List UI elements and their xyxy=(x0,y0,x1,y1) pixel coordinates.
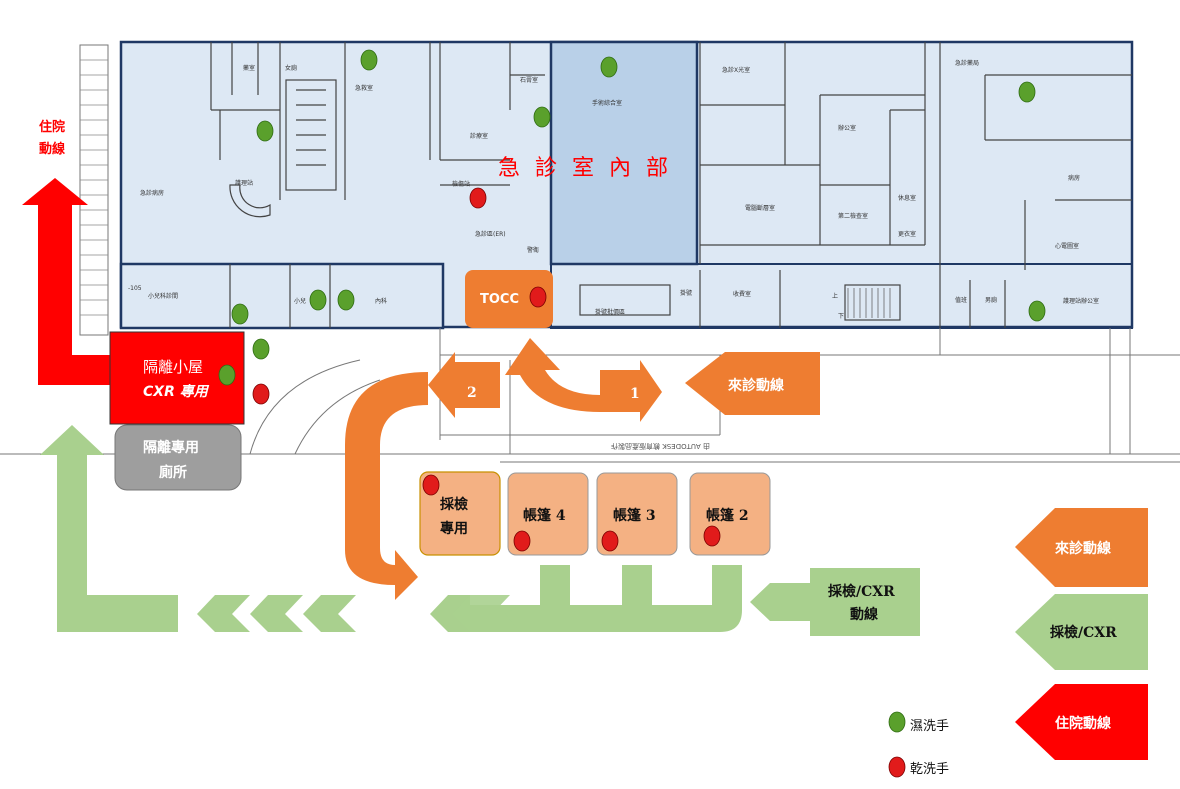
legend-admission-arrow xyxy=(1015,684,1148,760)
er-interior-title: 急 診 室 內 部 xyxy=(498,156,672,181)
room-label: 急診X光室 xyxy=(722,66,750,74)
room-label: 病房 xyxy=(1068,174,1080,182)
isolation-toilet-label: 廁所 xyxy=(159,464,187,481)
room-label: 男廁 xyxy=(985,296,997,304)
sampling-return-arrow xyxy=(40,425,742,632)
isolation-toilet: 隔離專用 廁所 xyxy=(114,424,242,491)
room-label: 石膏室 xyxy=(520,76,538,84)
room-label: 檢傷站 xyxy=(452,180,470,188)
room-label: 掛號批價區 xyxy=(595,308,625,316)
room-label: 值班 xyxy=(955,296,967,304)
visit-flow-arrows: 來診動線 1 TOCC 2 xyxy=(345,270,820,600)
room-label: 辦公室 xyxy=(838,124,856,132)
left-wall-strip xyxy=(79,44,109,336)
room-label: 護理站 xyxy=(235,179,253,187)
road-lines xyxy=(0,328,1180,463)
autodesk-watermark: 由 AUTODESK 教育版產品製作 xyxy=(611,442,710,451)
room-label: 掛號 xyxy=(680,289,692,297)
admission-flow-arrow xyxy=(22,178,112,385)
room-label: 急診藥局 xyxy=(955,59,979,67)
sampling-flow-label: 動線 xyxy=(850,606,878,623)
visit-flow-label: 來診動線 xyxy=(728,377,784,394)
sampling-booth: 採檢 專用 xyxy=(419,471,501,556)
room-label: 上 xyxy=(832,292,838,300)
wet-wash-dots xyxy=(218,49,1046,733)
room-label: 急診區(ER) xyxy=(475,230,506,238)
legend-visit-arrow xyxy=(1015,508,1148,587)
pediatric-block xyxy=(119,262,445,330)
admission-flow-label: 動線 xyxy=(39,141,66,157)
step-1-label: 1 xyxy=(630,386,640,402)
legend-sampling-arrow xyxy=(1015,594,1148,670)
sampling-flow-label: 採檢/CXR xyxy=(828,583,895,600)
legend-sampling-label: 採檢/CXR xyxy=(1050,624,1117,641)
room-label: 收費室 xyxy=(733,290,751,298)
legend: 來診動線 採檢/CXR 住院動線 濕洗手 乾洗手 xyxy=(910,508,1148,777)
room-label: 診療室 xyxy=(470,132,488,140)
resus-room-highlight xyxy=(549,40,699,266)
legend-wet-wash-label: 濕洗手 xyxy=(910,719,949,734)
sampling-label: 專用 xyxy=(440,520,468,537)
room-label: 急救室 xyxy=(355,84,373,92)
room-label: 女廁 xyxy=(285,64,297,72)
room-label: 急診病房 xyxy=(140,189,164,197)
room-label: 小兒科診間 xyxy=(148,292,178,300)
room-label: -105 xyxy=(128,285,142,292)
room-label: 下 xyxy=(838,313,844,320)
legend-dry-wash-label: 乾洗手 xyxy=(910,762,949,777)
room-label: 手術綜合室 xyxy=(592,99,622,107)
tocc-label: TOCC xyxy=(480,292,519,307)
room-label: 休息室 xyxy=(898,194,916,202)
interior-walls xyxy=(210,42,1132,328)
room-label: 第二檢查室 xyxy=(838,212,868,220)
room-label: 心電圖室 xyxy=(1055,242,1079,250)
room-label: 護理站辦公室 xyxy=(1063,297,1099,305)
isolation-toilet-label: 隔離專用 xyxy=(143,439,199,456)
stairs-hatch xyxy=(847,288,891,318)
room-label: 藥室 xyxy=(243,64,255,72)
legend-admission-label: 住院動線 xyxy=(1055,715,1111,732)
tent-2-label: 帳篷 2 xyxy=(706,507,749,524)
legend-visit-label: 來診動線 xyxy=(1055,540,1111,557)
room-label: 更衣室 xyxy=(898,230,916,238)
tent-3-label: 帳篷 3 xyxy=(613,507,656,524)
tent-3: 帳篷 3 xyxy=(596,472,678,556)
sampling-label: 採檢 xyxy=(440,496,468,513)
isolation-hut-label: 隔離小屋 xyxy=(143,358,203,376)
dry-wash-dots xyxy=(252,187,906,778)
room-label: 小兒 xyxy=(294,297,306,305)
room-label: 內科 xyxy=(375,297,387,305)
tent-4-label: 帳篷 4 xyxy=(523,507,566,524)
step-2-label: 2 xyxy=(467,385,477,401)
sampling-flow-source: 採檢/CXR 動線 xyxy=(750,568,920,636)
admission-flow-label: 住院 xyxy=(39,119,65,135)
tent-2: 帳篷 2 xyxy=(689,472,771,556)
room-label: 警衛 xyxy=(527,246,539,254)
room-label: 電腦斷層室 xyxy=(745,204,775,212)
isolation-hut-sublabel: CXR 專用 xyxy=(143,383,210,400)
